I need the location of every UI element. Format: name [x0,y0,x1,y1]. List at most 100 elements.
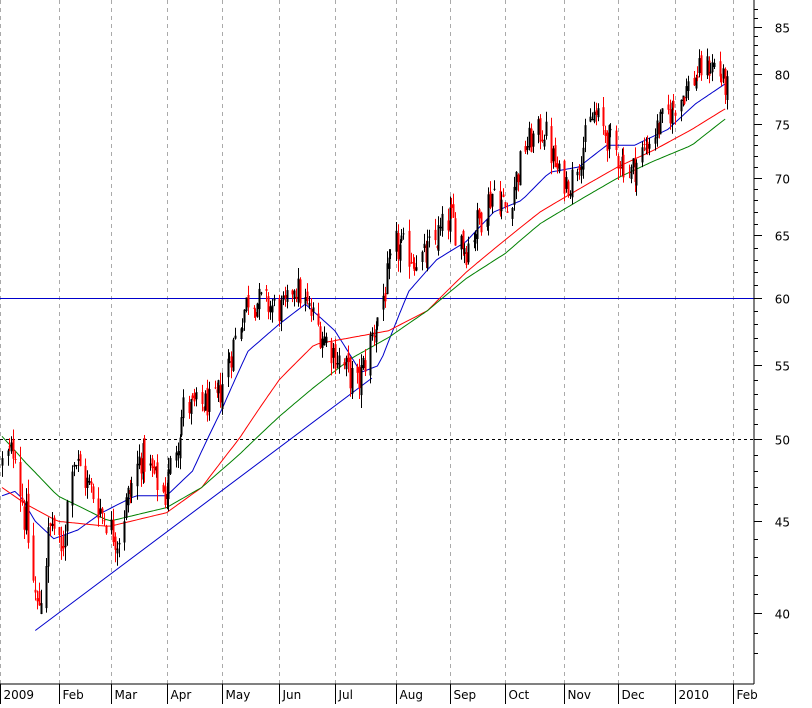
y-tick-label: 60 [775,293,790,307]
price-bar [256,302,259,318]
y-tick-label: 85 [775,22,790,36]
y-tick-label: 65 [775,230,790,244]
price-bar [99,498,102,518]
price-bar [90,478,93,493]
price-bar [441,206,444,237]
price-bar [528,121,531,151]
price-bar [439,217,442,236]
price-bar [556,156,559,174]
price-bar [10,436,13,454]
x-axis-ticks: 2009 Feb Mar Apr May Jun Jul Aug Sep Oct Nov Dec 201… [0,684,758,704]
price-bar [617,153,620,180]
price-bar [389,249,392,259]
price-bar [265,285,268,302]
price-bar [86,470,89,499]
price-bar [179,434,182,470]
price-bar [167,457,170,512]
price-bar [304,288,307,312]
price-bar [415,255,418,272]
price-bar [563,159,566,202]
price-bar [297,268,300,307]
price-bar [698,49,701,78]
price-bar [112,508,115,546]
price-bar [51,512,54,532]
price-bar [204,390,207,411]
price-bar [175,445,178,468]
price-bar [437,216,440,256]
price-bar [713,58,716,69]
price-bar [312,302,315,321]
y-tick-label: 70 [775,173,790,187]
price-bar [565,171,568,193]
price-bar [680,99,683,122]
price-bar [511,207,514,226]
price-bar [667,94,670,115]
price-bar [537,116,540,144]
price-bar [169,455,172,475]
price-bar [308,296,311,310]
price-bar [661,108,664,123]
price-bar [247,285,250,315]
x-tick-label: Oct [509,688,530,702]
price-bar [580,156,583,184]
price-bar [230,351,233,379]
price-bar [685,78,688,102]
price-bar [201,384,204,412]
price-bar [38,582,41,606]
price-bar [450,197,453,219]
price-bar [474,230,477,252]
price-bar [110,511,113,535]
price-bar [40,589,43,615]
price-bar [373,324,376,346]
price-bar [227,349,230,387]
price-bar [672,94,675,111]
price-bar [232,337,235,372]
price-bar [545,111,548,140]
price-bar [114,532,117,563]
price-bar [319,321,322,349]
x-tick-label: Jun [282,688,302,702]
price-bar [177,442,180,468]
price-bar [190,398,193,425]
price-bar [299,277,302,308]
price-bar [336,352,339,369]
price-bar [330,337,333,376]
y-tick-label: 55 [775,360,790,374]
price-bar [343,358,346,370]
price-bar [84,458,87,496]
price-bar [364,349,367,376]
price-bar [434,218,437,245]
y-tick-label: 40 [775,608,790,622]
price-bar [66,499,69,546]
x-tick-label: Dec [622,688,645,702]
price-bar [19,446,22,512]
x-tick-label: Feb [737,688,758,702]
price-bar [206,379,209,422]
y-tick-label: 75 [775,119,790,133]
price-bar [278,294,281,327]
price-bar [118,538,121,558]
price-bar [14,450,17,464]
price-bar [554,137,557,168]
price-bar [208,381,211,421]
price-bar [641,141,644,168]
price-bar [630,164,633,184]
price-bar [604,125,607,143]
price-bar [214,380,217,390]
price-bar [317,302,320,327]
price-bar [480,211,483,236]
price-bar [138,444,141,470]
price-bar [73,462,76,477]
price-bar [245,297,248,313]
price-bar [7,448,10,466]
price-bar [597,103,600,122]
price-bar [513,176,516,211]
price-bar [693,71,696,86]
price-bar [375,321,378,353]
price-bar [384,286,387,308]
price-bar [493,180,496,191]
price-bar [347,345,350,373]
price-bar [101,507,104,525]
price-bar [334,338,337,375]
